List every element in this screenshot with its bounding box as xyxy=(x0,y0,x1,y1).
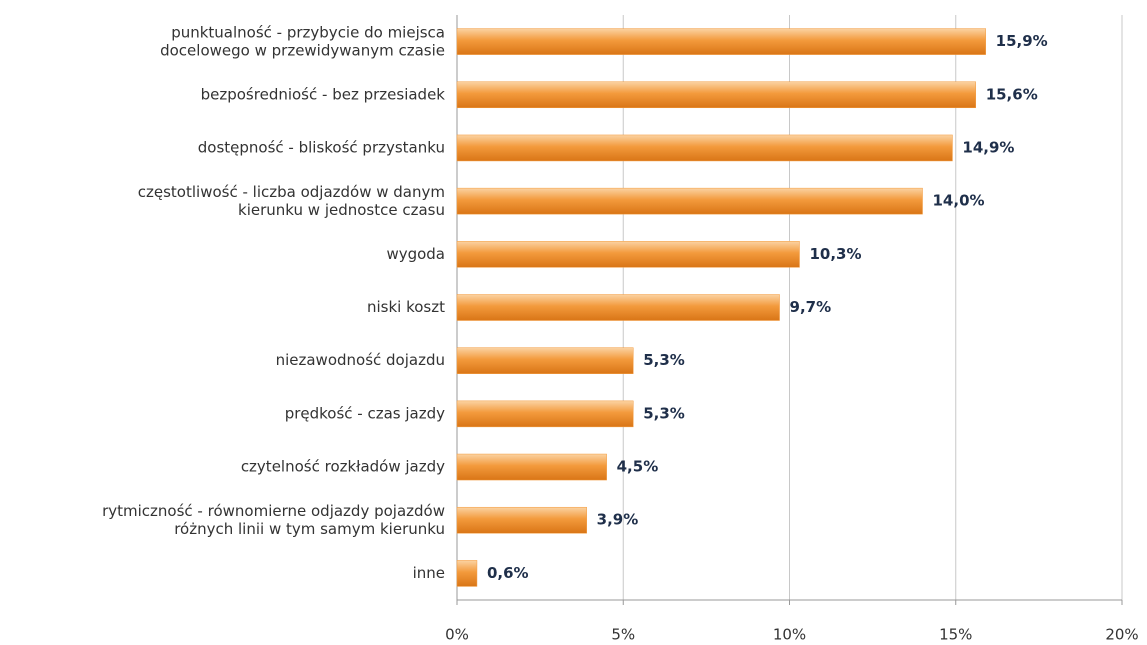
bar xyxy=(456,347,634,374)
bar xyxy=(456,187,923,215)
x-tick-label: 5% xyxy=(611,626,635,644)
y-tick-label: częstotliwość - liczba odjazdów w danym k… xyxy=(138,183,445,219)
value-label: 10,3% xyxy=(809,245,861,263)
y-tick-label: punktualność - przybycie do miejsca docel… xyxy=(160,23,445,59)
value-label: 0,6% xyxy=(487,564,529,582)
value-label: 14,0% xyxy=(933,192,985,210)
y-tick-label: rytmiczność - równomierne odjazdy pojazd… xyxy=(102,502,445,538)
value-label: 3,9% xyxy=(597,511,639,529)
bar xyxy=(456,241,800,268)
y-tick-label: prędkość - czas jazdy xyxy=(285,404,445,422)
value-label: 15,9% xyxy=(996,32,1048,50)
y-tick-label: inne xyxy=(413,564,445,582)
x-tick-label: 10% xyxy=(773,626,806,644)
y-tick-label: niezawodność dojazdu xyxy=(276,351,445,369)
value-label: 15,6% xyxy=(986,85,1038,103)
value-label: 4,5% xyxy=(617,458,659,476)
x-tick-label: 20% xyxy=(1105,626,1138,644)
y-tick-label: wygoda xyxy=(386,245,445,263)
bar xyxy=(456,506,587,534)
bar xyxy=(456,81,976,109)
y-tick-label: dostępność - bliskość przystanku xyxy=(198,138,445,156)
bar xyxy=(456,453,607,481)
y-tick-label: bezpośredniość - bez przesiadek xyxy=(201,85,446,103)
bar xyxy=(456,294,780,321)
y-tick-label: czytelność rozkładów jazdy xyxy=(241,458,445,476)
bar xyxy=(456,400,634,428)
bar xyxy=(456,28,986,55)
x-tick-label: 0% xyxy=(445,626,469,644)
value-label: 14,9% xyxy=(962,138,1014,156)
bar xyxy=(456,560,478,587)
y-tick-label: niski koszt xyxy=(367,298,445,316)
value-label: 9,7% xyxy=(790,298,832,316)
value-label: 5,3% xyxy=(643,404,685,422)
x-tick-label: 15% xyxy=(939,626,972,644)
bar xyxy=(456,134,953,162)
value-label: 5,3% xyxy=(643,351,685,369)
